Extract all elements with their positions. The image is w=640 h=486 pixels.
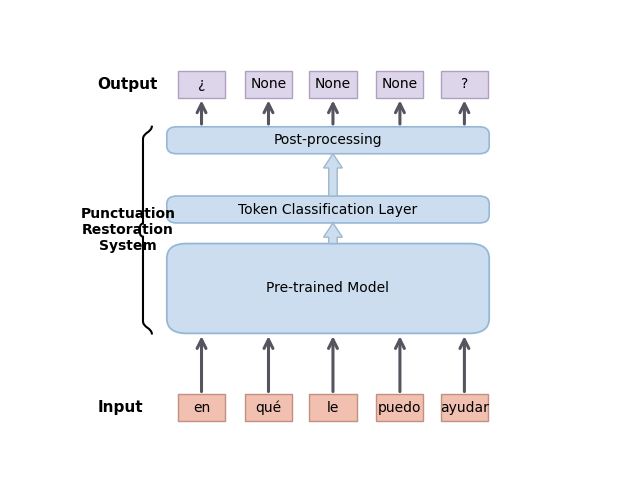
Text: None: None: [382, 77, 418, 91]
Polygon shape: [324, 154, 342, 196]
Text: None: None: [250, 77, 287, 91]
Text: puedo: puedo: [378, 401, 422, 415]
FancyBboxPatch shape: [167, 196, 489, 223]
FancyBboxPatch shape: [376, 394, 424, 421]
FancyBboxPatch shape: [309, 70, 356, 98]
Text: le: le: [327, 401, 339, 415]
Text: en: en: [193, 401, 210, 415]
FancyBboxPatch shape: [178, 70, 225, 98]
Text: Post-processing: Post-processing: [274, 133, 382, 147]
Text: Pre-trained Model: Pre-trained Model: [266, 281, 390, 295]
FancyBboxPatch shape: [167, 127, 489, 154]
FancyBboxPatch shape: [245, 70, 292, 98]
FancyBboxPatch shape: [441, 394, 488, 421]
FancyBboxPatch shape: [376, 70, 424, 98]
FancyBboxPatch shape: [309, 394, 356, 421]
FancyBboxPatch shape: [441, 70, 488, 98]
Text: Input: Input: [97, 400, 143, 416]
FancyBboxPatch shape: [167, 243, 489, 333]
Text: ayudar: ayudar: [440, 401, 489, 415]
Text: qué: qué: [255, 400, 282, 415]
Text: ¿: ¿: [198, 77, 205, 91]
Text: Output: Output: [97, 77, 157, 92]
Text: None: None: [315, 77, 351, 91]
Polygon shape: [324, 223, 342, 243]
Text: Punctuation
Restoration
System: Punctuation Restoration System: [81, 207, 175, 253]
Text: Token Classification Layer: Token Classification Layer: [238, 203, 418, 216]
FancyBboxPatch shape: [245, 394, 292, 421]
FancyBboxPatch shape: [178, 394, 225, 421]
Text: ?: ?: [461, 77, 468, 91]
